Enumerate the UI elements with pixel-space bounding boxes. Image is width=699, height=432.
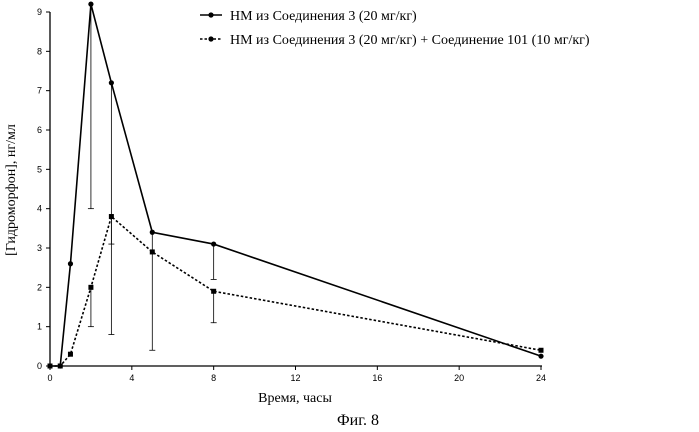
series-2-point <box>150 249 155 254</box>
figure-caption: Фиг. 8 <box>337 412 379 429</box>
legend-marker-series-1 <box>208 12 213 17</box>
series-2-point <box>68 352 73 357</box>
y-tick-label: 5 <box>37 164 42 174</box>
series-2-point <box>48 364 53 369</box>
series-2-point <box>539 348 544 353</box>
series-1-point <box>150 230 155 235</box>
series-1-point <box>211 241 216 246</box>
y-axis-ticks: 0 1 2 3 4 5 6 7 8 9 <box>37 7 50 371</box>
series-points <box>47 2 543 369</box>
y-tick-label: 9 <box>37 7 42 17</box>
series-2-point <box>88 285 93 290</box>
series-2-line <box>50 217 541 366</box>
x-tick-label: 8 <box>211 373 216 383</box>
legend: НМ из Соединения 3 (20 мг/кг) НМ из Соед… <box>200 9 590 48</box>
legend-label-series-1: НМ из Соединения 3 (20 мг/кг) <box>230 9 417 24</box>
series-lines <box>50 4 541 366</box>
series-2-point <box>58 364 63 369</box>
x-tick-label: 0 <box>47 373 52 383</box>
error-bars <box>88 4 217 350</box>
series-2-point <box>109 214 114 219</box>
x-tick-label: 16 <box>372 373 382 383</box>
x-tick-label: 20 <box>454 373 464 383</box>
x-axis-label: Время, часы <box>258 391 332 406</box>
x-tick-label: 12 <box>290 373 300 383</box>
legend-marker-series-2 <box>208 36 213 41</box>
y-tick-label: 2 <box>37 282 42 292</box>
x-tick-label: 24 <box>536 373 546 383</box>
y-tick-label: 4 <box>37 204 42 214</box>
series-1-point <box>88 2 93 7</box>
y-tick-label: 3 <box>37 243 42 253</box>
y-tick-label: 0 <box>37 361 42 371</box>
x-tick-label: 4 <box>129 373 134 383</box>
series-1-line <box>50 4 541 366</box>
legend-label-series-2: НМ из Соединения 3 (20 мг/кг) + Соединен… <box>230 33 590 48</box>
series-2-point <box>211 289 216 294</box>
y-axis-label: [Гидроморфон], нг/мл <box>4 124 19 256</box>
x-axis-ticks: 0 4 8 12 16 20 24 <box>47 366 546 383</box>
series-1-point <box>68 261 73 266</box>
y-tick-label: 1 <box>37 322 42 332</box>
series-1-point <box>538 354 543 359</box>
y-tick-label: 7 <box>37 86 42 96</box>
series-1-point <box>109 80 114 85</box>
y-tick-label: 6 <box>37 125 42 135</box>
plot-axes <box>50 12 542 366</box>
y-tick-label: 8 <box>37 46 42 56</box>
